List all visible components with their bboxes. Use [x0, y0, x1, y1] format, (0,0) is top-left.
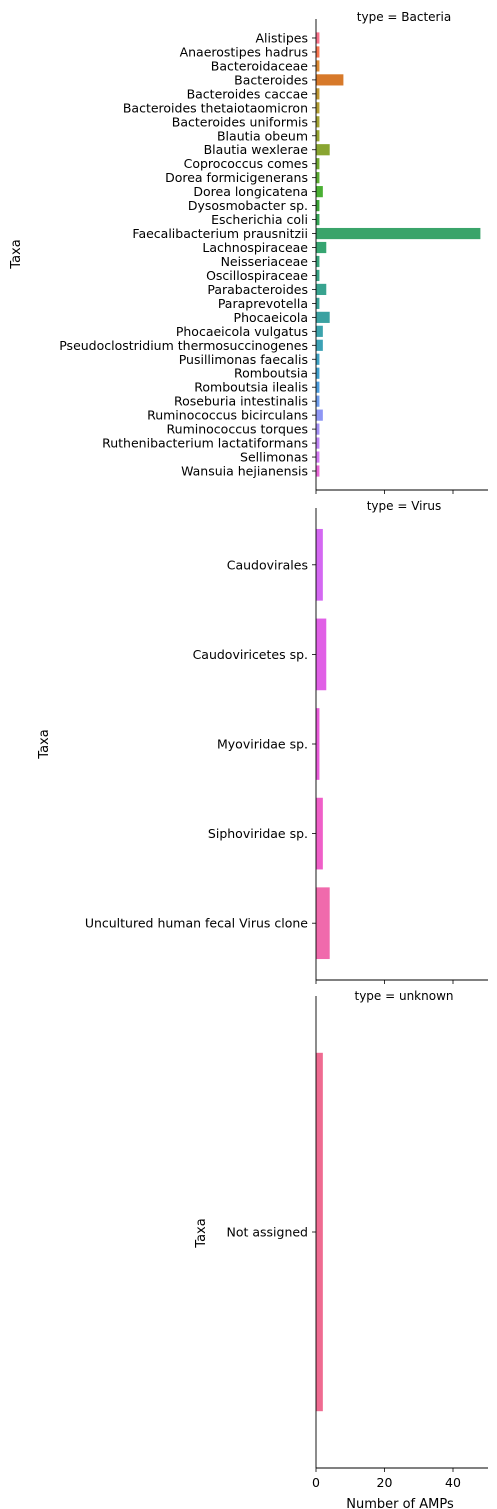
category-label: Bacteroides thetaiotaomicron — [123, 100, 308, 115]
category-label: Oscillospiraceae — [206, 268, 308, 283]
bar — [316, 381, 320, 393]
bar — [316, 102, 320, 114]
bar — [316, 353, 320, 365]
category-label: Bacteroidaceae — [211, 58, 309, 73]
bar — [316, 395, 320, 407]
category-label: Wansuia hejianensis — [181, 464, 308, 479]
bar — [316, 528, 323, 601]
category-label: Pseudoclostridium thermosuccinogenes — [59, 338, 308, 353]
y-axis-label: Taxa — [37, 729, 52, 759]
category-label: Coprococcus comes — [184, 156, 308, 171]
bar — [316, 46, 320, 58]
bar — [316, 887, 330, 960]
category-label: Phocaeicola vulgatus — [176, 324, 308, 339]
category-label: Bacteroides — [234, 72, 308, 87]
x-tick-label: 20 — [377, 1475, 393, 1490]
y-axis-label: Taxa — [194, 1218, 209, 1248]
category-label: Ruminococcus bicirculans — [147, 408, 308, 423]
bar — [316, 618, 327, 691]
category-label: Neisseriaceae — [221, 254, 309, 269]
category-label: Blautia obeum — [217, 128, 308, 143]
bar — [316, 451, 320, 463]
bar — [316, 172, 320, 184]
bar — [316, 130, 320, 142]
category-label: Bacteroides uniformis — [172, 114, 308, 129]
category-label: Ruminococcus torques — [167, 422, 308, 437]
bar — [316, 88, 320, 100]
category-label: Roseburia intestinalis — [174, 394, 308, 409]
x-tick-label: 0 — [312, 1475, 320, 1490]
category-label: Phocaeicola — [234, 310, 308, 325]
bar — [316, 437, 320, 449]
bar — [316, 255, 320, 268]
category-label: Lachnospiraceae — [202, 240, 308, 255]
facet-title: type = Bacteria — [357, 10, 451, 24]
bar — [316, 423, 320, 435]
category-label: Bacteroides caccae — [187, 86, 309, 101]
bar — [316, 186, 323, 198]
category-label: Siphoviridae sp. — [208, 826, 308, 841]
category-label: Anaerostipes hadrus — [180, 44, 308, 59]
bar — [316, 297, 320, 309]
bar — [316, 213, 320, 226]
bar — [316, 227, 481, 240]
category-label: Uncultured human fecal Virus clone — [85, 916, 308, 931]
bar — [316, 708, 320, 780]
y-axis-label: Taxa — [9, 239, 24, 269]
bar — [316, 283, 327, 296]
bar — [316, 200, 320, 212]
x-tick-label: 40 — [445, 1475, 461, 1490]
category-label: Alistipes — [255, 30, 308, 45]
category-label: Sellimonas — [240, 450, 308, 465]
facet-title: type = unknown — [354, 989, 453, 1003]
category-label: Dorea formicigenerans — [165, 170, 308, 185]
bar — [316, 144, 330, 156]
bar — [316, 74, 344, 86]
facet-title: type = Virus — [367, 499, 442, 513]
bar — [316, 325, 323, 337]
category-label: Myoviridae sp. — [217, 737, 308, 752]
bar — [316, 797, 323, 870]
bar — [316, 241, 327, 254]
category-label: Dorea longicatena — [193, 184, 308, 199]
bar — [316, 60, 320, 72]
category-label: Blautia wexlerae — [204, 142, 309, 157]
bar — [316, 409, 323, 421]
category-label: Faecalibacterium prausnitzii — [132, 226, 308, 241]
category-label: Romboutsia ilealis — [194, 380, 308, 395]
bar — [316, 32, 320, 44]
x-axis-label: Number of AMPs — [346, 1497, 454, 1509]
category-label: Parabacteroides — [207, 282, 308, 297]
category-label: Paraprevotella — [218, 296, 308, 311]
bar — [316, 269, 320, 282]
bar — [316, 158, 320, 170]
bar — [316, 465, 320, 477]
category-label: Caudovirales — [227, 557, 308, 572]
bar — [316, 339, 323, 351]
category-label: Caudoviricetes sp. — [193, 647, 308, 662]
bar — [316, 367, 320, 379]
category-label: Dysosmobacter sp. — [188, 198, 308, 213]
category-label: Ruthenibacterium lactatiformans — [102, 436, 308, 451]
category-label: Romboutsia — [234, 366, 308, 381]
category-label: Not assigned — [226, 1225, 308, 1240]
category-label: Escherichia coli — [211, 212, 308, 227]
bar — [316, 1052, 323, 1412]
bar — [316, 311, 330, 323]
bar — [316, 116, 320, 128]
category-label: Pusillimonas faecalis — [179, 352, 308, 367]
